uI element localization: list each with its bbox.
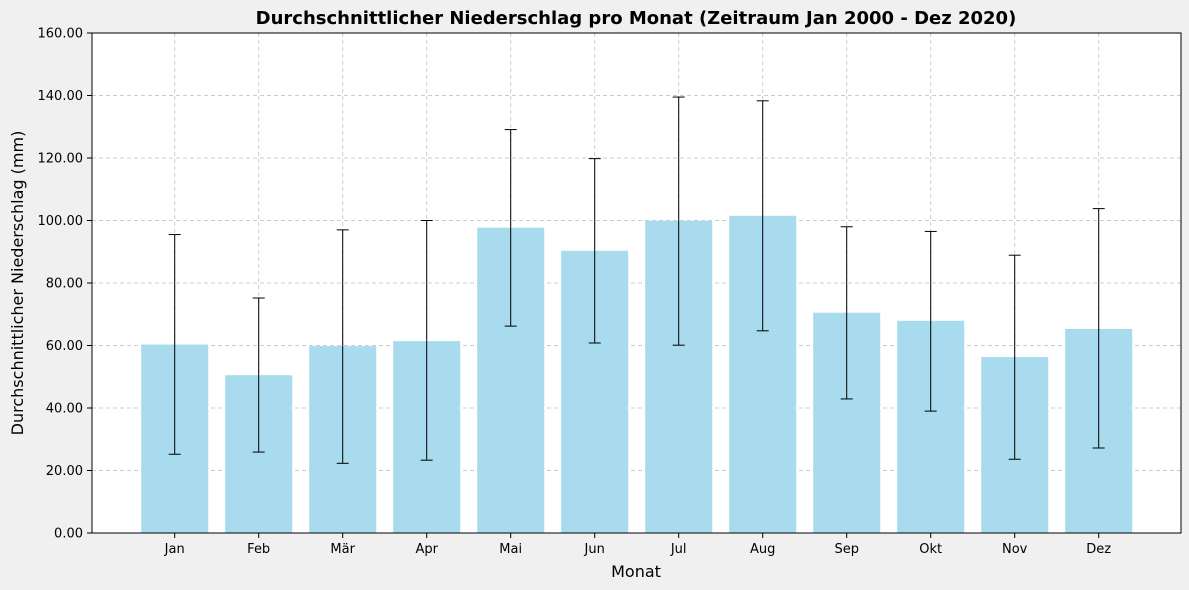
chart-title: Durchschnittlicher Niederschlag pro Mona… <box>256 8 1017 29</box>
x-tick-label: Mai <box>499 542 522 557</box>
x-tick-label: Jan <box>164 542 185 557</box>
x-tick-label: Sep <box>834 542 859 557</box>
error-bar <box>756 100 769 332</box>
ticks: 0.00 20.00 40.00 60.00 80.00 100.00 120.00 140.… <box>38 27 1112 558</box>
y-tick-label: 60.00 <box>46 339 83 354</box>
error-bar <box>672 96 685 346</box>
error-bar <box>252 297 265 453</box>
y-tick-label: 40.00 <box>46 402 83 417</box>
y-tick-label: 120.00 <box>38 152 84 167</box>
error-bar <box>1092 208 1105 449</box>
x-tick-label: Mär <box>330 542 355 557</box>
error-bar <box>1008 254 1021 460</box>
x-tick-label: Nov <box>1002 542 1028 557</box>
error-bar <box>420 220 433 461</box>
x-tick-label: Feb <box>247 542 270 557</box>
y-tick-label: 0.00 <box>54 527 83 542</box>
x-tick-label: Jun <box>584 542 605 557</box>
x-tick-label: Apr <box>415 542 438 557</box>
error-bar <box>588 158 601 344</box>
error-bar <box>924 230 937 412</box>
error-bar <box>840 226 853 400</box>
error-bars <box>168 96 1105 464</box>
x-tick-label: Dez <box>1086 542 1111 557</box>
x-tick-label: Okt <box>919 542 942 557</box>
y-axis-label: Durchschnittlicher Niederschlag (mm) <box>8 131 27 436</box>
x-tick-label: Jul <box>670 542 687 557</box>
y-tick-label: 20.00 <box>46 464 83 479</box>
y-tick-label: 160.00 <box>38 27 84 42</box>
error-bar <box>168 234 181 455</box>
y-tick-label: 100.00 <box>38 214 84 229</box>
error-bar <box>336 229 349 464</box>
y-tick-label: 140.00 <box>38 89 84 104</box>
y-tick-label: 80.00 <box>46 277 83 292</box>
x-axis-label: Monat <box>611 562 661 581</box>
error-bar <box>504 129 517 327</box>
x-tick-label: Aug <box>750 542 775 557</box>
